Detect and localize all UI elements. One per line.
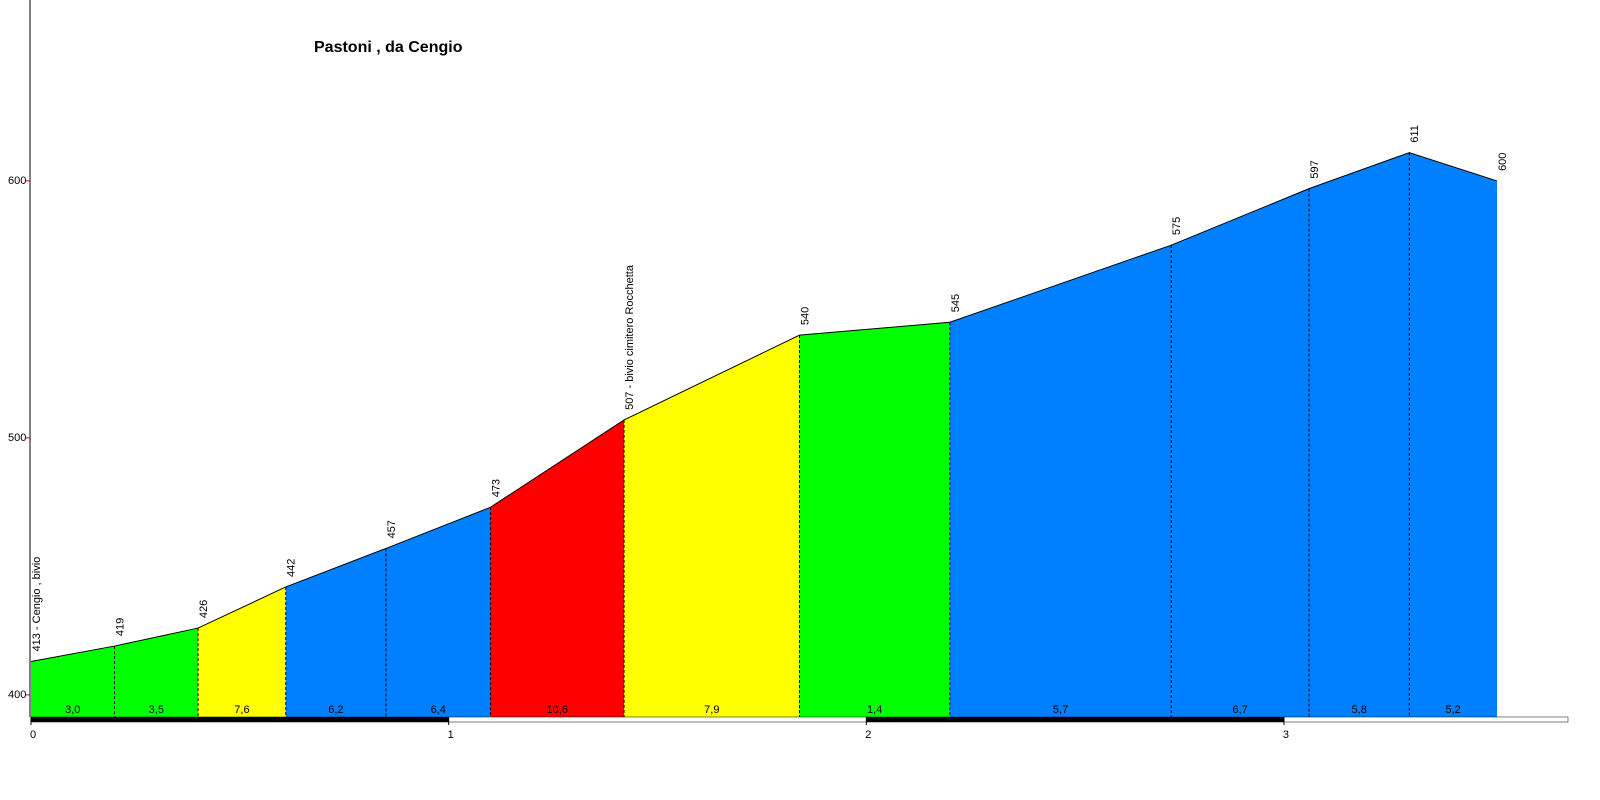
point-label: 575 [1171, 217, 1183, 235]
segment-area [490, 419, 625, 717]
segment-area [799, 322, 950, 717]
y-tick-label: 600 [8, 175, 26, 187]
grade-label: 7,6 [234, 704, 249, 716]
point-label: 457 [386, 520, 398, 538]
grade-label: 10,6 [547, 704, 568, 716]
grade-label: 3,5 [149, 704, 164, 716]
grade-label: 1,4 [867, 704, 882, 716]
segment-area [198, 586, 286, 717]
point-label: 545 [950, 294, 962, 312]
x-tick-label: 0 [30, 729, 36, 741]
grade-label: 6,2 [328, 704, 343, 716]
scale-band [866, 716, 1285, 723]
point-label: 597 [1309, 160, 1321, 178]
grade-label: 3,0 [65, 704, 80, 716]
segment-area [624, 335, 800, 717]
segment-area [285, 548, 387, 717]
grade-label: 5,8 [1352, 704, 1367, 716]
segment-area [31, 646, 115, 717]
profile-line [30, 152, 1498, 662]
point-label: 442 [286, 559, 298, 577]
chart-title: Pastoni , da Cengio [314, 39, 463, 56]
x-tick-label: 3 [1283, 729, 1289, 741]
point-label: 540 [799, 307, 811, 325]
y-tick-label: 500 [8, 432, 26, 444]
segment-area [1309, 152, 1410, 717]
grade-label: 5,2 [1445, 704, 1460, 716]
x-tick-label: 2 [865, 729, 871, 741]
grade-label: 7,9 [704, 704, 719, 716]
point-label: 473 [490, 479, 502, 497]
segment-area [1171, 188, 1310, 717]
point-label: 413 - Cengio , bivio [31, 557, 43, 652]
segment-area [1409, 152, 1497, 717]
scale-band [30, 716, 449, 723]
point-label: 507 - bivio cimitero Rocchetta [624, 264, 636, 410]
point-label: 600 [1497, 153, 1509, 171]
y-tick-label: 400 [8, 689, 26, 701]
segment-area [386, 507, 491, 717]
segment-area [949, 245, 1172, 718]
point-label: 611 [1409, 125, 1421, 143]
grade-label: 5,7 [1053, 704, 1068, 716]
point-label: 426 [198, 600, 210, 618]
segment-area [114, 628, 199, 717]
scale-band [1283, 716, 1569, 723]
scale-band [448, 716, 867, 723]
point-label: 419 [114, 618, 126, 636]
grade-label: 6,4 [431, 704, 446, 716]
x-tick-label: 1 [448, 729, 454, 741]
grade-label: 6,7 [1232, 704, 1247, 716]
